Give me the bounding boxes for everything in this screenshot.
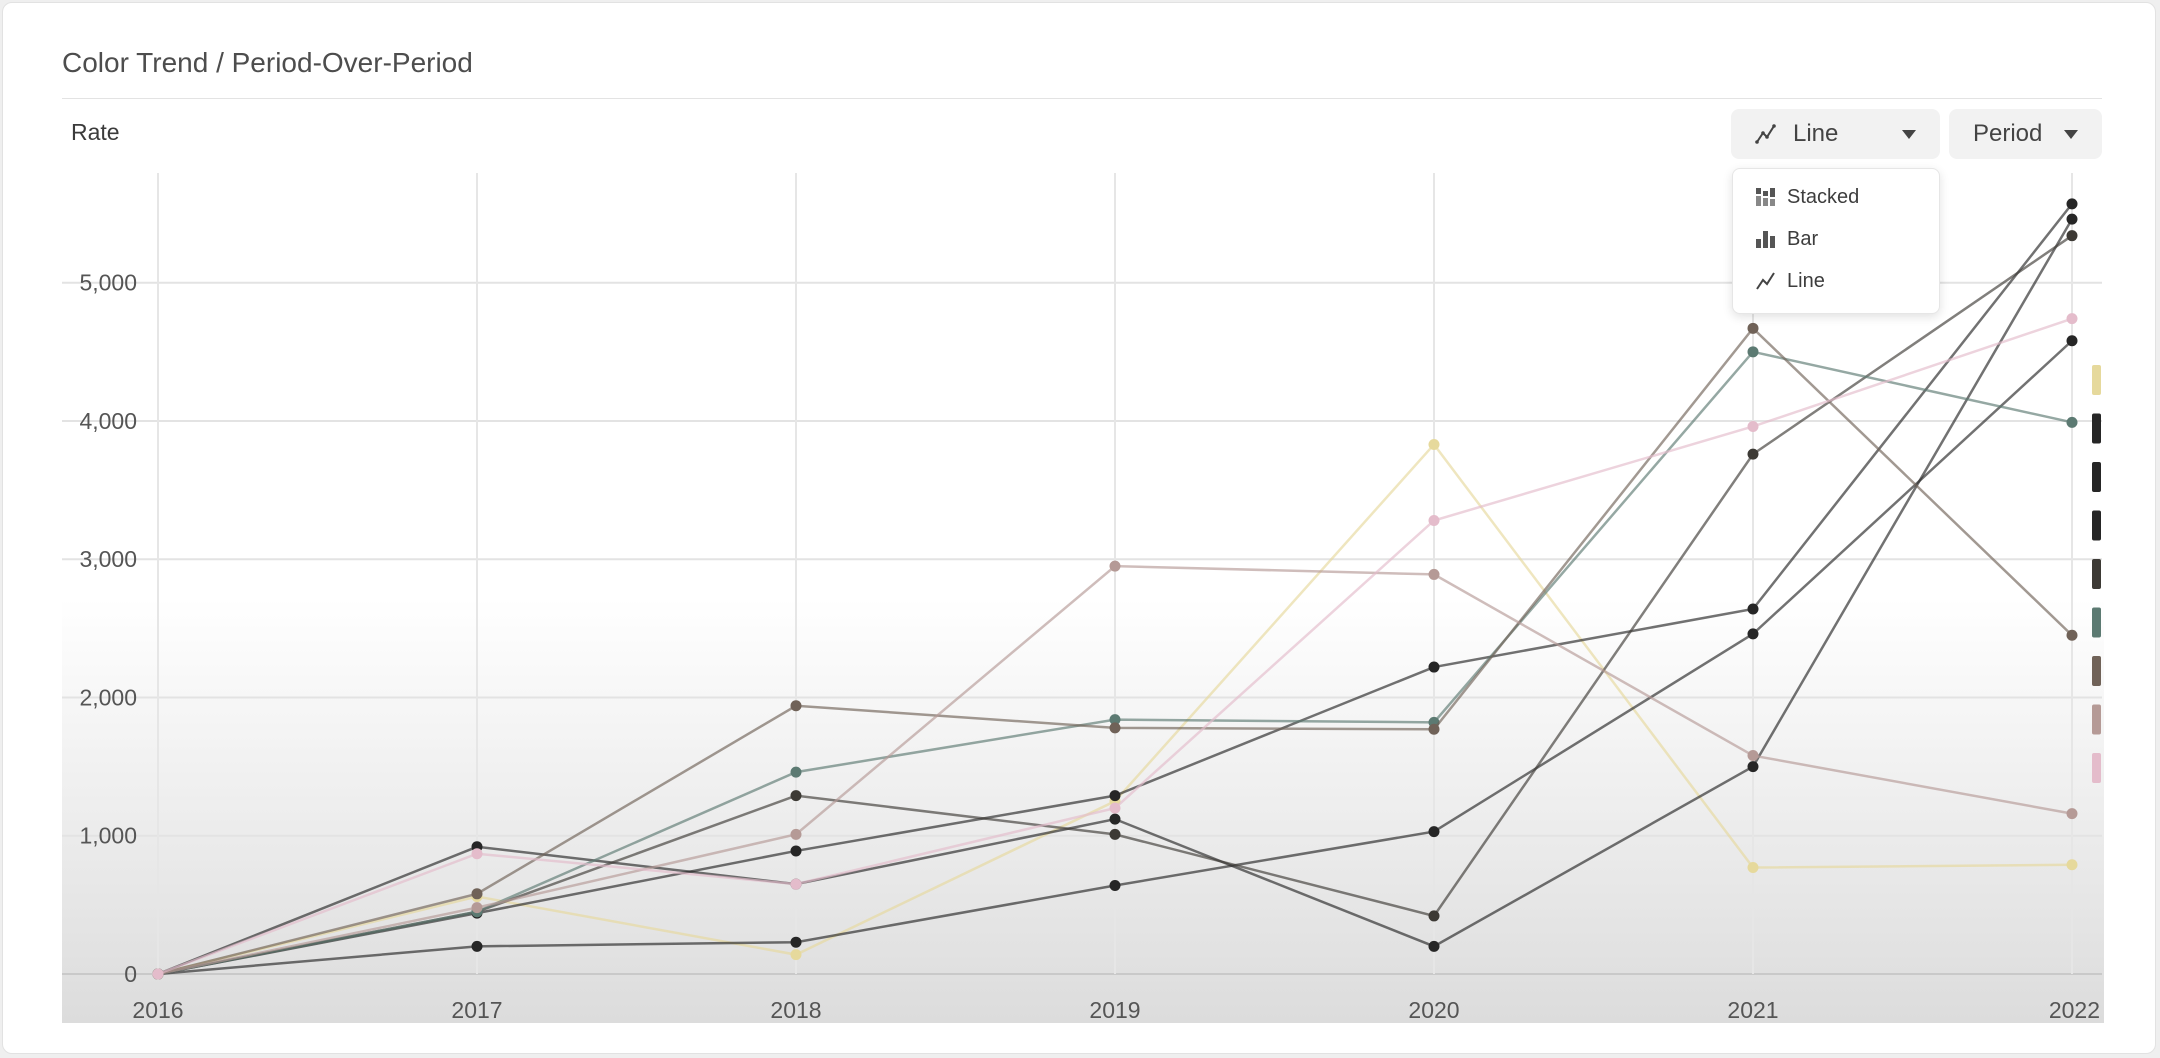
data-point — [1428, 515, 1440, 527]
data-point — [2066, 629, 2078, 641]
data-point — [471, 940, 483, 952]
data-point — [790, 936, 802, 948]
data-point — [790, 700, 802, 712]
data-point — [2066, 313, 2078, 325]
y-tick-label: 3,000 — [79, 546, 137, 572]
data-point — [2066, 198, 2078, 210]
menu-item-bar[interactable]: Bar — [1755, 222, 1818, 256]
data-point — [1747, 420, 1759, 432]
legend-swatch — [2092, 656, 2101, 686]
data-point — [1428, 940, 1440, 952]
data-point — [1428, 826, 1440, 838]
x-tick-label: 2016 — [132, 997, 183, 1023]
data-point — [2066, 859, 2078, 871]
data-point — [1747, 750, 1759, 762]
y-tick-label: 5,000 — [79, 270, 137, 296]
data-point — [1747, 761, 1759, 773]
data-point — [471, 848, 483, 860]
data-point — [1428, 723, 1440, 735]
data-point — [1428, 661, 1440, 673]
y-tick-label: 4,000 — [79, 408, 137, 434]
data-point — [152, 968, 164, 980]
chart-type-dropdown[interactable]: Line — [1731, 109, 1940, 159]
x-tick-label: 2017 — [451, 997, 502, 1023]
metric-label: Rate — [71, 119, 120, 145]
data-point — [1747, 862, 1759, 874]
legend-swatch — [2092, 753, 2101, 783]
data-point — [790, 878, 802, 890]
chart-plot: 0 1,000 2,000 3,000 4,000 5,000 2016 2017 2018 20… — [62, 173, 2104, 1023]
x-tick-label: 2022 — [2049, 997, 2100, 1023]
legend-swatch — [2092, 510, 2101, 541]
y-tick-label: 1,000 — [79, 823, 137, 849]
data-point — [471, 888, 483, 900]
legend-swatch — [2092, 365, 2101, 395]
data-point — [1747, 346, 1759, 358]
data-point — [2066, 230, 2078, 242]
y-tick-label: 0 — [124, 961, 137, 987]
data-point — [1109, 880, 1121, 892]
data-point — [1747, 448, 1759, 460]
data-point — [790, 845, 802, 857]
legend-swatch — [2092, 704, 2101, 735]
data-point — [1109, 790, 1121, 802]
data-point — [1428, 438, 1440, 450]
stacked-bar-icon — [1756, 188, 1775, 206]
x-tick-label: 2019 — [1089, 997, 1140, 1023]
data-point — [1109, 802, 1121, 814]
data-point — [790, 949, 802, 961]
data-point — [1747, 322, 1759, 334]
data-point — [1109, 714, 1121, 726]
menu-item-label: Stacked — [1787, 185, 1860, 208]
bar-chart-icon — [1756, 231, 1775, 248]
legend-swatch — [2092, 559, 2101, 589]
data-point — [2066, 416, 2078, 428]
legend-swatch — [2092, 462, 2101, 492]
menu-item-label: Bar — [1787, 227, 1819, 250]
data-point — [1109, 560, 1121, 572]
line-chart-icon — [1756, 272, 1775, 290]
legend-swatch — [2092, 607, 2101, 638]
y-tick-label: 2,000 — [79, 684, 137, 710]
menu-item-stacked[interactable]: Stacked — [1755, 180, 1859, 214]
data-point — [790, 766, 802, 778]
x-tick-label: 2018 — [770, 997, 821, 1023]
data-point — [1747, 628, 1759, 640]
data-point — [1109, 722, 1121, 734]
x-tick-label: 2021 — [1727, 997, 1778, 1023]
chevron-down-icon — [1902, 130, 1916, 139]
data-point — [471, 902, 483, 914]
line-chart-icon — [1755, 124, 1776, 144]
data-point — [2066, 808, 2078, 820]
chevron-down-icon — [2064, 130, 2078, 139]
chart-type-dropdown-label: Line — [1793, 120, 1839, 147]
period-dropdown-label: Period — [1973, 120, 2043, 147]
data-point — [1428, 910, 1440, 922]
data-point — [790, 828, 802, 840]
data-point — [1428, 568, 1440, 580]
chart-type-menu: Stacked Bar Line — [1732, 168, 1940, 314]
page-title: Color Trend / Period-Over-Period — [62, 47, 473, 78]
x-tick-label: 2020 — [1408, 997, 1459, 1023]
data-point — [2066, 335, 2078, 347]
title-divider — [62, 98, 2102, 99]
menu-item-label: Line — [1787, 269, 1825, 292]
data-point — [2066, 213, 2078, 225]
data-point — [1109, 813, 1121, 825]
data-point — [1109, 828, 1121, 840]
menu-item-line[interactable]: Line — [1755, 264, 1825, 298]
data-point — [1747, 603, 1759, 615]
line-chart: 0 1,000 2,000 3,000 4,000 5,000 2016 2017 2018 20… — [62, 173, 2104, 1023]
period-dropdown[interactable]: Period — [1949, 109, 2102, 159]
data-point — [790, 790, 802, 802]
legend-swatch — [2092, 413, 2101, 444]
